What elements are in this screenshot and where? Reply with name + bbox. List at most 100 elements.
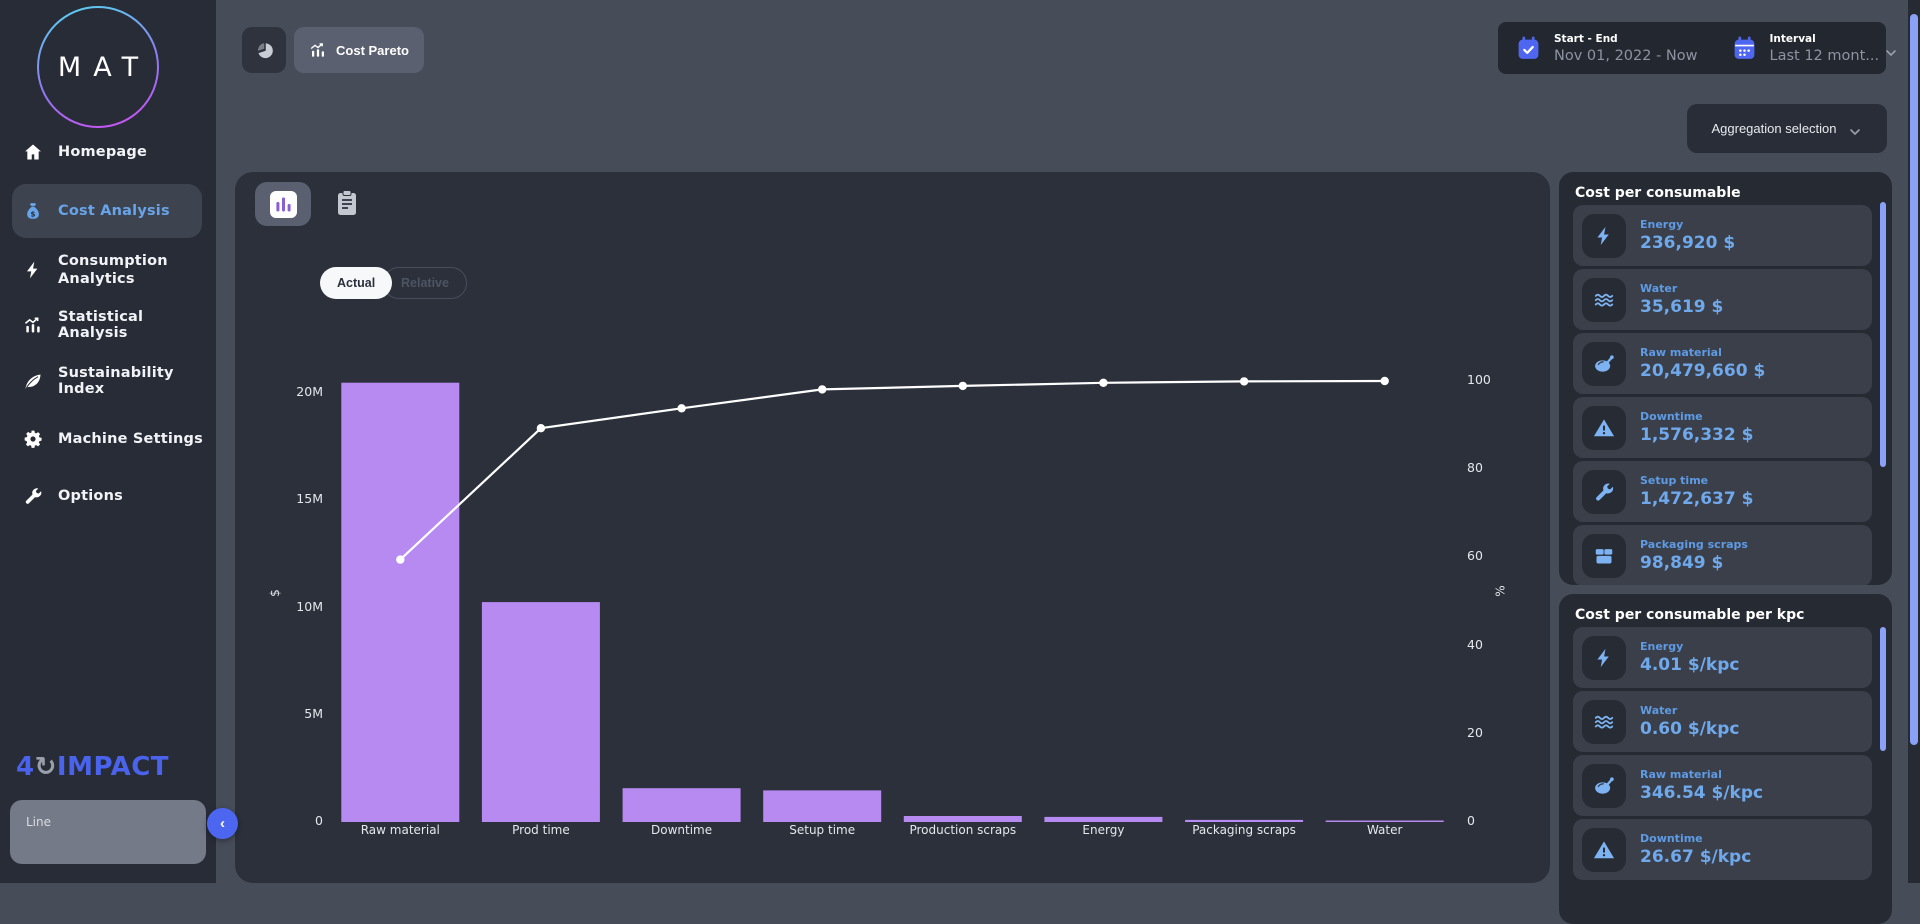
cost-pareto-tab-label: Cost Pareto: [336, 42, 409, 58]
cumulative-line-point[interactable]: [677, 404, 686, 413]
cumulative-line-point[interactable]: [818, 385, 827, 394]
svg-text:$: $: [30, 209, 35, 218]
consumable-item-downtime[interactable]: Downtime 1,576,332 $: [1573, 397, 1872, 458]
start-end-label: Start - End: [1554, 32, 1618, 45]
cumulative-line-point[interactable]: [1099, 378, 1108, 387]
category-label: Water: [1366, 823, 1403, 837]
cost-per-consumable-card: Cost per consumable Energy 236,920 $ Water…: [1559, 172, 1892, 585]
sidebar-item-label: Consumption Analytics: [58, 252, 168, 287]
bolt-icon: [1582, 213, 1626, 258]
pareto-bar[interactable]: [622, 788, 741, 822]
kpc-panel-scrollbar[interactable]: [1880, 627, 1886, 751]
pareto-chart: [341, 376, 1444, 823]
cumulative-line-point[interactable]: [958, 381, 967, 391]
consumable-item-raw-material[interactable]: Raw material 346.54 $/kpc: [1573, 755, 1872, 816]
actual-toggle[interactable]: Actual: [320, 267, 393, 299]
bar-chart-icon: [309, 41, 327, 59]
left-axis-unit: $: [267, 589, 282, 597]
consumable-item-energy[interactable]: Energy 4.01 $/kpc: [1573, 627, 1872, 688]
interval-select[interactable]: Interval Last 12 mont...: [1714, 22, 1899, 74]
consumable-name: Water: [1640, 704, 1678, 717]
right-axis-unit: %: [1493, 585, 1508, 597]
start-end-value: Nov 01, 2022 - Now: [1554, 47, 1698, 64]
consumable-value: 98,849 $: [1640, 553, 1724, 573]
relative-toggle[interactable]: Relative: [383, 267, 467, 299]
cumulative-line-point[interactable]: [1380, 376, 1389, 386]
chart-view-button[interactable]: [255, 182, 311, 226]
cost-pareto-tab[interactable]: Cost Pareto: [294, 27, 424, 73]
home-icon: [23, 142, 43, 162]
cost-panel-scrollbar[interactable]: [1880, 202, 1886, 467]
line-filter-panel[interactable]: Line: [10, 800, 206, 864]
consumable-item-setup-time[interactable]: Setup time 1,472,637 $: [1573, 461, 1872, 522]
pie-view-tab[interactable]: [242, 27, 286, 73]
right-axis-tick: 0: [1467, 813, 1475, 828]
mini-bar-chart-icon: [269, 190, 297, 218]
cost-panel-items: Energy 236,920 $ Water 35,619 $ Raw material…: [1559, 205, 1892, 585]
water-icon: [1582, 699, 1626, 744]
pie-chart-icon: [255, 41, 274, 60]
category-label: Energy: [1082, 823, 1125, 837]
consumable-value: 1,472,637 $: [1640, 489, 1754, 509]
pareto-bar[interactable]: [1185, 819, 1304, 822]
sidebar-item-label: Statistical Analysis: [58, 309, 144, 341]
bolt-icon: [23, 260, 43, 280]
consumable-name: Raw material: [1640, 768, 1722, 781]
pareto-bar[interactable]: [1325, 820, 1444, 823]
category-label: Production scraps: [909, 823, 1017, 837]
impact-brand-suffix: IMPACT: [56, 752, 170, 782]
sidebar-item-statistical-analysis[interactable]: Statistical Analysis: [0, 309, 216, 341]
consumable-item-raw-material[interactable]: Raw material 20,479,660 $: [1573, 333, 1872, 394]
cumulative-line-point[interactable]: [536, 424, 546, 433]
sidebar-item-homepage[interactable]: Homepage: [0, 137, 216, 167]
warning-icon: [1582, 405, 1626, 450]
impact-brand-prefix: 4: [16, 752, 35, 782]
sidebar-item-consumption-analytics[interactable]: Consumption Analytics: [0, 247, 216, 293]
consumable-name: Downtime: [1640, 410, 1703, 423]
sidebar-item-cost-analysis[interactable]: $ Cost Analysis: [12, 184, 202, 238]
cumulative-line-point[interactable]: [396, 555, 405, 564]
wrench-icon: [1582, 469, 1626, 514]
start-end-picker[interactable]: Start - End Nov 01, 2022 - Now: [1498, 22, 1698, 74]
table-view-button[interactable]: [335, 189, 359, 217]
pareto-bar[interactable]: [341, 382, 460, 822]
aggregation-dropdown[interactable]: Aggregation selection: [1687, 104, 1887, 153]
cumulative-line: [399, 379, 1385, 561]
cumulative-line-point[interactable]: [1239, 377, 1249, 386]
chevron-down-icon: [1883, 45, 1899, 61]
meat-icon: [1582, 763, 1626, 808]
category-label: Raw material: [360, 823, 440, 837]
pareto-bar[interactable]: [1044, 816, 1163, 822]
consumable-item-downtime[interactable]: Downtime 26.67 $/kpc: [1573, 819, 1872, 880]
pareto-bar[interactable]: [481, 602, 600, 822]
chart-bars-icon: [23, 315, 43, 335]
consumable-value: 346.54 $/kpc: [1640, 783, 1764, 803]
kpc-panel-title: Cost per consumable per kpc: [1575, 607, 1805, 623]
sidebar-item-sustainability-index[interactable]: Sustainability Index: [0, 365, 216, 397]
consumable-name: Packaging scraps: [1640, 538, 1748, 551]
consumable-item-energy[interactable]: Energy 236,920 $: [1573, 205, 1872, 266]
consumable-item-water[interactable]: Water 0.60 $/kpc: [1573, 691, 1872, 752]
consumable-name: Water: [1640, 282, 1678, 295]
consumable-value: 1,576,332 $: [1640, 425, 1754, 445]
sidebar-item-options[interactable]: Options: [0, 481, 216, 511]
sidebar: MAT Homepage $ Cost Analysis Consumption…: [0, 0, 216, 883]
right-axis-tick: 20: [1467, 724, 1483, 740]
sidebar-collapse-button[interactable]: ‹: [207, 808, 238, 839]
category-label: Downtime: [651, 823, 713, 837]
consumable-item-water[interactable]: Water 35,619 $: [1573, 269, 1872, 330]
water-icon: [1582, 277, 1626, 322]
pareto-bar[interactable]: [903, 816, 1022, 822]
consumable-value: 0.60 $/kpc: [1640, 719, 1740, 739]
consumable-value: 236,920 $: [1640, 233, 1736, 253]
impact-brand-logo: 4↻IMPACT: [16, 752, 169, 782]
interval-value: Last 12 mont...: [1769, 47, 1880, 64]
consumable-name: Energy: [1640, 640, 1684, 653]
pareto-bar[interactable]: [763, 790, 882, 822]
window-scrollbar-thumb[interactable]: [1910, 14, 1918, 745]
consumable-item-packaging-scraps[interactable]: Packaging scraps 98,849 $: [1573, 525, 1872, 585]
sidebar-item-machine-settings[interactable]: Machine Settings: [0, 424, 216, 454]
consumable-value: 4.01 $/kpc: [1640, 655, 1740, 675]
cost-panel-title: Cost per consumable: [1575, 185, 1741, 201]
refresh-circle-icon: ↻: [34, 752, 57, 782]
